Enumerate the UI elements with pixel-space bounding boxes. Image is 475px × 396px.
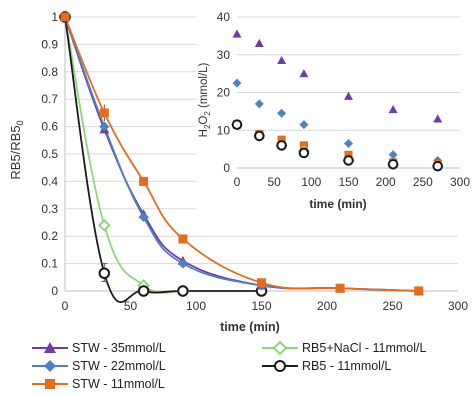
inset-data-point bbox=[276, 140, 287, 151]
inset-x-tick-label: 150 bbox=[338, 175, 358, 189]
main-data-point bbox=[177, 285, 189, 297]
main-x-tick-label: 250 bbox=[382, 299, 402, 313]
inset-data-point bbox=[299, 120, 309, 130]
legend-item-rb5-nacl: RB5+NaCl - 11mmol/L bbox=[262, 338, 426, 358]
inset-y-axis-title: H2O2 (mmol/L) bbox=[198, 62, 212, 137]
main-y-tick-label: 0.5 bbox=[41, 147, 58, 161]
main-x-tick-label: 0 bbox=[62, 299, 69, 313]
main-y-tick-label: 0.8 bbox=[41, 65, 58, 79]
inset-data-point bbox=[432, 160, 443, 172]
inset-data-point bbox=[254, 130, 265, 142]
main-y-tick-label: 0.3 bbox=[41, 202, 58, 216]
inset-panel bbox=[196, 4, 472, 216]
legend-label: STW - 22mmol/L bbox=[72, 359, 166, 373]
main-data-point bbox=[99, 121, 110, 132]
main-x-tick-label: 300 bbox=[448, 299, 468, 313]
inset-y-tick-label: 0 bbox=[223, 161, 230, 175]
inset-data-point bbox=[344, 138, 353, 148]
legend-label: RB5+NaCl - 11mmol/L bbox=[302, 341, 427, 355]
inset-data-point bbox=[232, 78, 242, 88]
inset-data-point bbox=[277, 55, 287, 65]
inset-data-point bbox=[298, 147, 310, 159]
main-data-point bbox=[97, 218, 111, 232]
inset-plot-series bbox=[231, 29, 444, 173]
legend-item-stw-11: STW - 11mmol/L bbox=[32, 374, 165, 394]
inset-y-tick-label: 40 bbox=[217, 10, 231, 24]
main-series-line bbox=[64, 16, 262, 303]
legend-item-stw-35: STW - 35mmol/L bbox=[32, 338, 166, 358]
main-y-tick-label: 0 bbox=[51, 284, 58, 298]
inset-data-point bbox=[231, 119, 243, 130]
legend-open-circle-icon bbox=[262, 360, 298, 372]
main-y-tick-label: 0.6 bbox=[41, 120, 58, 134]
main-data-point bbox=[335, 283, 345, 293]
main-y-tick-label: 0.7 bbox=[41, 92, 58, 106]
main-y-tick-label: 0.1 bbox=[41, 257, 58, 271]
inset-x-tick-label: 250 bbox=[413, 175, 433, 189]
inset-data-point bbox=[254, 99, 264, 109]
main-y-tick-label: 0.9 bbox=[41, 37, 58, 51]
main-x-tick-label: 200 bbox=[317, 299, 337, 313]
inset-y-tick-label: 20 bbox=[217, 86, 231, 100]
inset-x-axis-title: time (min) bbox=[309, 197, 366, 211]
legend-label: STW - 11mmol/L bbox=[72, 377, 165, 391]
inset-data-point bbox=[388, 104, 398, 114]
inset-data-point bbox=[387, 158, 399, 170]
inset-x-tick-label: 200 bbox=[376, 175, 396, 189]
main-data-point bbox=[414, 286, 424, 296]
inset-data-point bbox=[299, 69, 309, 78]
inset-data-point bbox=[433, 114, 443, 123]
main-y-tick-label: 1 bbox=[51, 10, 58, 24]
legend-square-icon bbox=[32, 379, 68, 389]
main-plot-series bbox=[58, 10, 424, 303]
main-x-axis-title: time (min) bbox=[220, 320, 280, 334]
main-data-point bbox=[137, 285, 150, 297]
legend-open-diamond-icon bbox=[262, 341, 298, 355]
main-data-point bbox=[138, 212, 149, 223]
legend-diamond-icon bbox=[32, 360, 68, 372]
main-data-point bbox=[177, 258, 188, 269]
inset-tick-labels: 0 10 20 30 40 0 50 100 150 200 250 300 bbox=[217, 10, 471, 189]
main-data-point bbox=[178, 234, 188, 244]
inset-background bbox=[196, 4, 472, 216]
legend-item-stw-22: STW - 22mmol/L bbox=[32, 356, 166, 376]
main-y-tick-label: 0.4 bbox=[41, 174, 58, 188]
inset-x-tick-label: 300 bbox=[450, 175, 470, 189]
inset-data-point bbox=[388, 150, 398, 160]
main-x-tick-label: 50 bbox=[124, 299, 138, 313]
legend-label: STW - 35mmol/L bbox=[72, 341, 166, 355]
main-data-point bbox=[139, 176, 149, 186]
main-data-point bbox=[99, 108, 109, 118]
legend-triangle-icon bbox=[32, 342, 68, 353]
main-x-tick-label: 100 bbox=[186, 299, 206, 313]
chart-legend: STW - 35mmol/L RB5+NaCl - 11mmol/L STW -… bbox=[0, 336, 475, 396]
main-data-point bbox=[257, 278, 266, 288]
inset-data-point bbox=[254, 38, 264, 48]
inset-data-point bbox=[277, 108, 287, 118]
legend-label: RB5 - 11mmol/L bbox=[302, 359, 392, 373]
main-data-point bbox=[98, 267, 111, 279]
main-x-tick-label: 150 bbox=[251, 299, 271, 313]
inset-y-tick-label: 10 bbox=[217, 123, 231, 137]
main-y-tick-label: 0.2 bbox=[41, 229, 58, 243]
inset-x-tick-label: 50 bbox=[267, 175, 281, 189]
inset-x-tick-label: 100 bbox=[301, 175, 321, 189]
main-tick-labels: 00.10.20.30.40.50.60.70.80.910 50 100 150 20… bbox=[41, 10, 468, 313]
inset-data-point bbox=[232, 29, 242, 38]
inset-y-tick-label: 30 bbox=[217, 48, 231, 62]
inset-data-point bbox=[343, 155, 354, 166]
legend-item-rb5: RB5 - 11mmol/L bbox=[262, 356, 391, 376]
inset-x-tick-label: 0 bbox=[234, 175, 241, 189]
inset-data-point bbox=[344, 91, 353, 100]
main-data-point bbox=[60, 12, 70, 22]
main-y-axis-title: RB5/RB50 bbox=[8, 120, 25, 179]
